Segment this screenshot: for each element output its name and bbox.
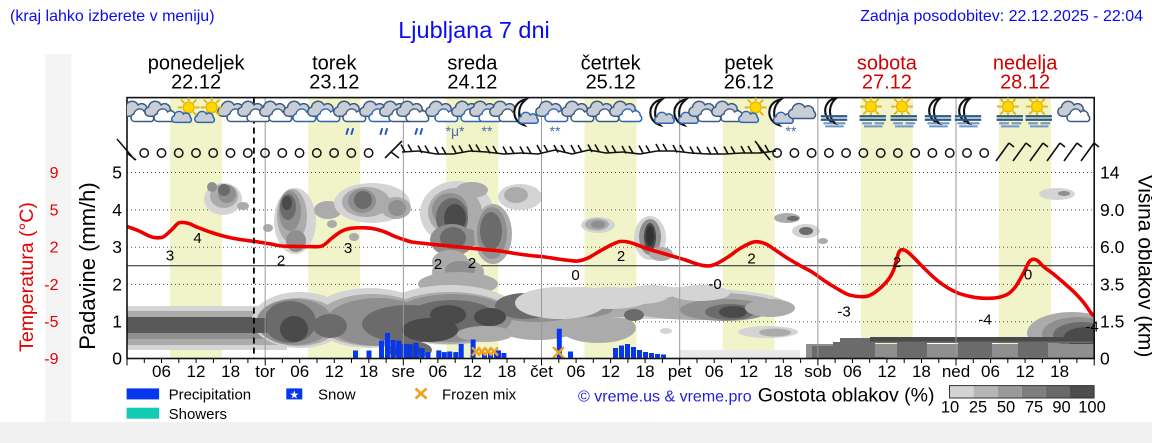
svg-text:100: 100 [1078, 399, 1106, 417]
svg-text:3.5: 3.5 [1100, 274, 1124, 294]
svg-text:9.0: 9.0 [1100, 200, 1125, 220]
svg-text:Showers: Showers [169, 406, 227, 423]
svg-text:25.12: 25.12 [586, 72, 636, 94]
svg-text:12: 12 [463, 362, 482, 381]
svg-text:18: 18 [359, 362, 378, 381]
svg-text:3: 3 [112, 237, 122, 257]
svg-text:*μ*: *μ* [446, 123, 466, 139]
svg-text:75: 75 [1025, 399, 1043, 417]
svg-text:2: 2 [112, 274, 122, 294]
svg-text:18: 18 [912, 362, 931, 381]
svg-text:26.12: 26.12 [724, 72, 774, 94]
svg-text:90: 90 [1052, 399, 1070, 417]
svg-text:2: 2 [747, 251, 755, 268]
svg-text:27.12: 27.12 [862, 72, 912, 94]
svg-text:★: ★ [289, 389, 299, 401]
svg-text:12: 12 [601, 362, 620, 381]
svg-text:18: 18 [497, 362, 516, 381]
svg-text:-3: -3 [837, 304, 850, 321]
svg-text:(kraj lahko izberete v meniju): (kraj lahko izberete v meniju) [10, 8, 215, 25]
svg-text:06: 06 [705, 362, 724, 381]
svg-text:12: 12 [1016, 362, 1035, 381]
svg-text:0: 0 [1100, 349, 1110, 369]
svg-text:pet: pet [668, 362, 692, 381]
svg-text:-9: -9 [44, 351, 58, 368]
svg-text:06: 06 [843, 362, 862, 381]
svg-text:4: 4 [193, 230, 201, 247]
svg-text:50: 50 [997, 399, 1015, 417]
svg-text:0: 0 [112, 349, 122, 369]
svg-text:1: 1 [112, 312, 122, 332]
svg-text:**: ** [550, 123, 561, 139]
svg-text:18: 18 [774, 362, 793, 381]
svg-text:**: ** [786, 123, 797, 139]
svg-text:nedelja: nedelja [993, 53, 1058, 75]
svg-text:Frozen mix: Frozen mix [442, 387, 517, 404]
svg-text:Precipitation: Precipitation [169, 387, 252, 404]
svg-text:18: 18 [636, 362, 655, 381]
svg-text:Gostota oblakov (%): Gostota oblakov (%) [758, 385, 935, 407]
svg-text:-5: -5 [44, 314, 58, 331]
svg-text:2: 2 [893, 254, 901, 271]
svg-text:4: 4 [112, 200, 122, 220]
svg-text:© vreme.us & vreme.pro: © vreme.us & vreme.pro [578, 389, 752, 406]
svg-text:0: 0 [1024, 267, 1032, 284]
svg-text:14: 14 [1100, 163, 1120, 183]
svg-text:2: 2 [468, 255, 476, 272]
svg-text:12: 12 [877, 362, 896, 381]
svg-text:petek: petek [724, 53, 774, 75]
svg-text:5: 5 [50, 202, 59, 219]
svg-text:10: 10 [941, 399, 959, 417]
svg-text:24.12: 24.12 [447, 72, 497, 94]
svg-text:tor: tor [255, 362, 275, 381]
svg-text:sobota: sobota [857, 53, 918, 75]
svg-text:2: 2 [277, 253, 285, 270]
svg-text:22.12: 22.12 [171, 72, 221, 94]
svg-text:-4: -4 [1085, 319, 1098, 336]
svg-text:Padavine (mm/h): Padavine (mm/h) [75, 182, 100, 350]
svg-text:-0: -0 [708, 276, 721, 293]
svg-text:četrtek: četrtek [581, 53, 642, 75]
svg-text:2: 2 [434, 256, 442, 273]
svg-text:sob: sob [804, 362, 831, 381]
svg-text:9: 9 [50, 165, 59, 182]
svg-text:torek: torek [312, 53, 357, 75]
svg-text:06: 06 [152, 362, 171, 381]
svg-text:5: 5 [112, 163, 122, 183]
svg-text:12: 12 [325, 362, 344, 381]
svg-text:ponedeljek: ponedeljek [148, 53, 246, 75]
svg-text:06: 06 [428, 362, 447, 381]
svg-text:12: 12 [187, 362, 206, 381]
svg-text:Snow: Snow [318, 387, 356, 404]
svg-text:Višina oblakov (km): Višina oblakov (km) [1134, 175, 1152, 358]
svg-text:1.5: 1.5 [1100, 312, 1124, 332]
svg-text:3: 3 [166, 248, 174, 265]
svg-text:18: 18 [1050, 362, 1069, 381]
svg-text:06: 06 [981, 362, 1000, 381]
svg-text:25: 25 [969, 399, 987, 417]
svg-text:28.12: 28.12 [1000, 72, 1050, 94]
svg-text:sreda: sreda [447, 53, 498, 75]
svg-text:18: 18 [221, 362, 240, 381]
svg-text:čet: čet [530, 362, 553, 381]
svg-text:sre: sre [391, 362, 415, 381]
svg-text:Ljubljana 7 dni: Ljubljana 7 dni [398, 17, 550, 43]
svg-text:-4: -4 [978, 312, 991, 329]
svg-text:06: 06 [567, 362, 586, 381]
svg-text:Zadnja posodobitev: 22.12.2025: Zadnja posodobitev: 22.12.2025 - 22:04 [860, 8, 1143, 25]
svg-text:**: ** [482, 123, 493, 139]
svg-text:Temperatura (°C): Temperatura (°C) [16, 202, 38, 352]
svg-text:6.0: 6.0 [1100, 237, 1125, 257]
svg-text:3: 3 [344, 240, 352, 257]
svg-text:12: 12 [739, 362, 758, 381]
svg-text:0: 0 [571, 267, 579, 284]
svg-text:ned: ned [942, 362, 970, 381]
svg-text:06: 06 [290, 362, 309, 381]
svg-text:2: 2 [617, 248, 625, 265]
svg-text:-2: -2 [44, 277, 58, 294]
svg-text:2: 2 [50, 240, 59, 257]
svg-text:23.12: 23.12 [309, 72, 359, 94]
